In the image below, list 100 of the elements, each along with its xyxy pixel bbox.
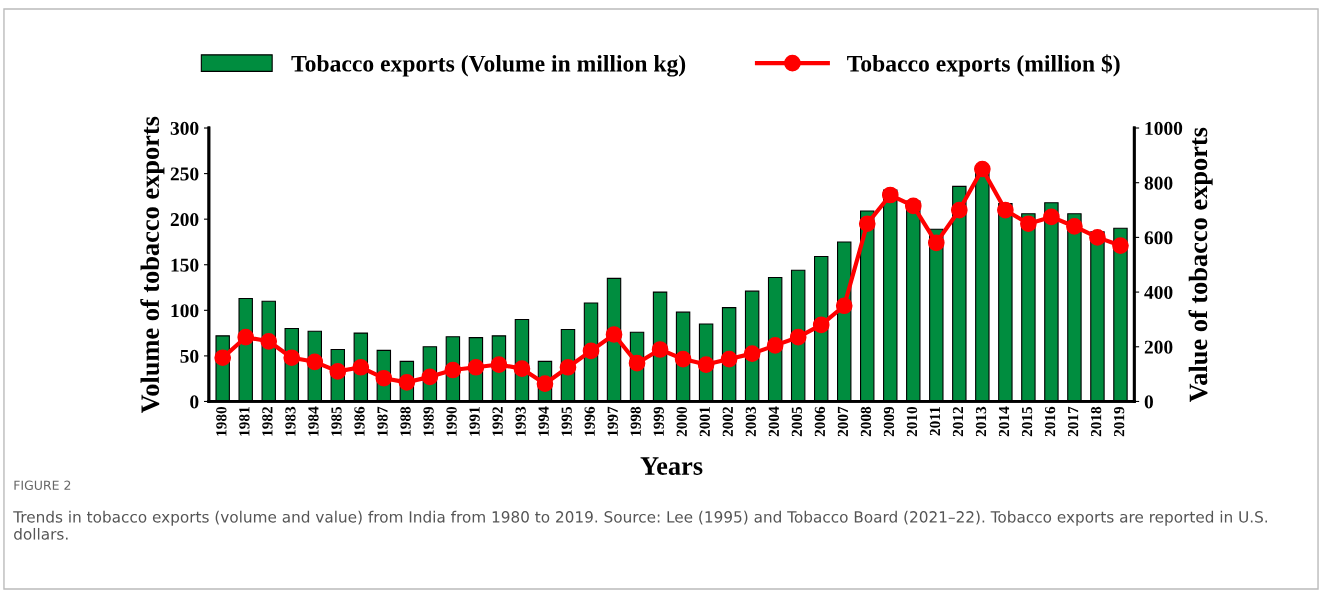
point	[1089, 229, 1106, 246]
x-tick-label: 1991	[469, 407, 480, 436]
point	[950, 201, 968, 219]
x-tick-label: 2005	[791, 406, 803, 437]
x-tick-label: 1992	[492, 406, 503, 436]
point	[467, 358, 485, 376]
x-tick-label: 1994	[538, 406, 549, 436]
point	[651, 341, 669, 358]
point	[697, 356, 715, 373]
point	[513, 360, 531, 377]
point	[605, 326, 623, 343]
point	[1043, 208, 1060, 226]
x-tick-label: 2014	[998, 406, 1010, 437]
x-tick-label: 2012	[952, 406, 964, 437]
point	[674, 350, 692, 368]
x-tick-label: 1995	[561, 406, 572, 436]
point	[628, 354, 646, 372]
x-tick-label: 1985	[331, 406, 342, 436]
x-tick-label: 2013	[975, 406, 987, 437]
legend-label: Tobacco exports (million $)	[847, 54, 1120, 77]
x-tick-label: 1997	[607, 406, 618, 436]
x-tick-label: 1983	[285, 406, 296, 436]
y-axis-title: Volume of tobacco exports	[140, 116, 165, 414]
point	[444, 361, 462, 379]
point	[237, 328, 255, 346]
point	[974, 160, 991, 178]
x-tick-label: 1989	[423, 406, 434, 436]
y2-tick-label: 800	[1144, 176, 1173, 190]
x-tick-label: 2019	[1113, 406, 1125, 437]
point	[306, 353, 324, 371]
x-tick-label: 2004	[768, 406, 779, 437]
y2-tick-label: 600	[1144, 231, 1173, 245]
point	[812, 316, 830, 334]
point	[743, 345, 761, 362]
y-tick-label: 300	[170, 121, 199, 135]
point	[329, 363, 347, 380]
point	[260, 332, 278, 350]
point	[997, 201, 1014, 219]
point	[904, 197, 922, 215]
x-tick-label: 2011	[929, 407, 941, 436]
x-tick-label: 2003	[745, 406, 756, 437]
point	[283, 349, 301, 367]
point	[559, 358, 577, 376]
y2-axis-title: Value of tobacco exports	[1188, 127, 1213, 403]
x-tick-label: 2008	[860, 406, 872, 437]
x-tick-label: 2000	[676, 406, 687, 437]
point	[536, 375, 554, 393]
point	[789, 328, 807, 346]
x-tick-label: 2006	[814, 406, 826, 437]
y2-tick-label: 1000	[1145, 121, 1183, 135]
x-tick-label: 1984	[308, 406, 319, 436]
point	[766, 337, 784, 354]
x-tick-label: 2015	[1021, 406, 1033, 437]
x-tick-label: 2009	[883, 406, 895, 437]
x-tick-label: 2001	[699, 407, 710, 437]
y-tick-label: 150	[171, 258, 199, 272]
x-tick-label: 2007	[837, 406, 849, 437]
x-tick-label: 1993	[515, 406, 526, 436]
x-tick-label: 1981	[239, 407, 250, 436]
x-tick-label: 1996	[584, 406, 595, 436]
point	[490, 356, 508, 373]
y-tick-label: 200	[170, 212, 199, 227]
x-tick-label: 1980	[216, 406, 227, 436]
point	[582, 342, 600, 360]
y2-tick-label: 0	[1144, 395, 1153, 409]
point	[858, 215, 876, 233]
x-tick-label: 1988	[400, 406, 411, 436]
x-tick-label: 1982	[262, 406, 273, 436]
x-tick-label: 2017	[1067, 406, 1079, 437]
y-tick-label: 100	[171, 304, 199, 318]
x-axis-title: Years	[640, 457, 703, 475]
point	[1066, 218, 1083, 235]
y-tick-label: 0	[190, 395, 199, 409]
y2-tick-label: 400	[1144, 285, 1173, 300]
x-tick-label: 2016	[1044, 406, 1056, 437]
point	[398, 373, 416, 391]
y-tick-label: 250	[170, 167, 199, 181]
y2-tick-label: 200	[1144, 340, 1173, 354]
text: Trends in tobacco exports (volume and value) from India from 1980 to 2019. Source: Lee (1995) and Tobacco Board (2021–22). Tobacco exports are reported in U.S. dollars.	[13, 510, 1268, 540]
point	[1112, 237, 1129, 254]
point	[1020, 215, 1037, 233]
point	[214, 349, 232, 367]
x-tick-label: 1987	[377, 406, 388, 436]
point	[881, 186, 899, 204]
y-tick-label: 50	[180, 349, 199, 363]
caption: FIGURE 2	[14, 480, 71, 490]
point	[835, 297, 853, 315]
x-tick-label: 1998	[630, 406, 641, 436]
legend-label: Tobacco exports (Volume in million kg)	[291, 55, 686, 77]
x-tick-label: 2010	[906, 406, 918, 437]
x-tick-label: 2002	[722, 406, 733, 437]
point	[421, 368, 439, 386]
x-tick-label: 1999	[653, 406, 664, 436]
point	[927, 234, 945, 252]
point	[375, 369, 393, 387]
point	[352, 358, 370, 376]
x-tick-label: 1990	[446, 406, 457, 436]
point	[720, 350, 738, 368]
x-tick-label: 1986	[354, 406, 365, 436]
x-tick-label: 2018	[1090, 406, 1102, 437]
